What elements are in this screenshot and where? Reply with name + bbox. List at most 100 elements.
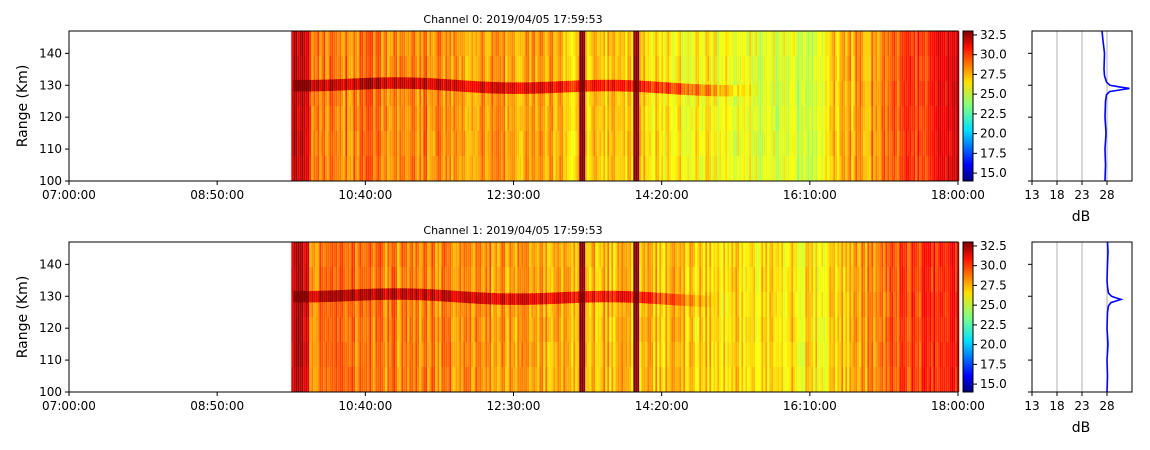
heatmap-cell: [701, 106, 704, 131]
heatmap-cell: [749, 317, 752, 342]
heatmap-cell: [633, 31, 636, 56]
heatmap-cell: [721, 106, 724, 131]
heatmap-cell: [701, 367, 704, 392]
heatmap-cell: [931, 106, 934, 131]
heatmap-cell: [943, 56, 946, 81]
heatmap-cell: [329, 56, 332, 81]
heatmap-cell: [925, 242, 928, 267]
heatmap-cell: [595, 131, 598, 156]
heatmap-cell: [353, 81, 356, 106]
heatmap-cell: [427, 81, 430, 106]
heatmap-cell: [547, 342, 550, 367]
heatmap-cell: [857, 31, 860, 56]
heatmap-cell: [775, 342, 778, 367]
heatmap-cell: [307, 156, 310, 181]
heatmap-cell: [515, 242, 518, 267]
heatmap-cell: [681, 156, 684, 181]
heatmap-cell: [673, 242, 676, 267]
heatmap-cell: [937, 242, 940, 267]
heatmap-cell: [589, 242, 592, 267]
echo-layer-cell: [497, 293, 500, 305]
heatmap-cell: [601, 81, 604, 106]
heatmap-cell: [633, 317, 636, 342]
heatmap-cell: [621, 31, 624, 56]
heatmap-cell: [741, 106, 744, 131]
heatmap-cell: [795, 367, 798, 392]
echo-layer-cell: [685, 294, 688, 307]
heatmap-cell: [645, 81, 648, 106]
heatmap-cell: [415, 156, 418, 181]
echo-layer-cell: [303, 79, 306, 92]
heatmap-cell: [371, 31, 374, 56]
heatmap-cell: [591, 131, 594, 156]
echo-layer-cell: [491, 293, 494, 305]
heatmap-cell: [557, 106, 560, 131]
heatmap-cell: [357, 156, 360, 181]
heatmap-cell: [947, 81, 950, 106]
heatmap-cell: [869, 317, 872, 342]
heatmap-cell: [479, 156, 482, 181]
heatmap-cell: [773, 317, 776, 342]
heatmap-cell: [655, 342, 658, 367]
heatmap-cell: [367, 342, 370, 367]
heatmap-cell: [455, 367, 458, 392]
heatmap-cell: [791, 292, 794, 317]
heatmap-cell: [701, 317, 704, 342]
heatmap-cell: [939, 81, 942, 106]
echo-layer-cell: [513, 82, 516, 94]
heatmap-cell: [591, 156, 594, 181]
heatmap-cell: [953, 31, 956, 56]
heatmap-cell: [527, 367, 530, 392]
heatmap-cell: [507, 342, 510, 367]
heatmap-cell: [443, 81, 446, 106]
heatmap-cell: [481, 292, 484, 317]
heatmap-cell: [637, 56, 640, 81]
heatmap-cell: [773, 342, 776, 367]
echo-layer-cell: [701, 295, 704, 307]
heatmap-cell: [803, 367, 806, 392]
heatmap-cell: [475, 292, 478, 317]
heatmap-cell: [955, 242, 958, 267]
echo-layer-cell: [669, 293, 672, 305]
heatmap-cell: [825, 242, 828, 267]
heatmap-cell: [941, 31, 944, 56]
echo-layer-cell: [361, 78, 364, 90]
heatmap-cell: [427, 342, 430, 367]
heatmap-cell: [655, 81, 658, 106]
heatmap-cell: [763, 367, 766, 392]
heatmap-cell: [597, 367, 600, 392]
heatmap-cell: [945, 56, 948, 81]
heatmap-cell: [717, 31, 720, 56]
heatmap-cell: [607, 56, 610, 81]
heatmap-cell: [461, 242, 464, 267]
heatmap-cell: [395, 242, 398, 267]
heatmap-cell: [865, 242, 868, 267]
heatmap-cell: [765, 267, 768, 292]
heatmap-cell: [615, 267, 618, 292]
heatmap-cell: [319, 81, 322, 106]
heatmap-cell: [323, 131, 326, 156]
heatmap-cell: [301, 317, 304, 342]
heatmap-cell: [619, 156, 622, 181]
heatmap-cell: [557, 31, 560, 56]
heatmap-cell: [819, 267, 822, 292]
heatmap-cell: [595, 156, 598, 181]
heatmap-cell: [839, 242, 842, 267]
heatmap-cell: [823, 292, 826, 317]
heatmap-cell: [727, 106, 730, 131]
heatmap-cell: [845, 317, 848, 342]
heatmap-cell: [351, 156, 354, 181]
heatmap-cell: [831, 56, 834, 81]
heatmap-cell: [701, 242, 704, 267]
heatmap-cell: [403, 267, 406, 292]
heatmap-cell: [537, 317, 540, 342]
echo-layer-cell: [505, 82, 508, 94]
heatmap-cell: [851, 81, 854, 106]
heatmap-cell: [321, 31, 324, 56]
heatmap-cell: [883, 81, 886, 106]
heatmap-cell: [473, 156, 476, 181]
heatmap-cell: [891, 131, 894, 156]
heatmap-cell: [479, 367, 482, 392]
echo-layer-cell: [717, 84, 720, 97]
